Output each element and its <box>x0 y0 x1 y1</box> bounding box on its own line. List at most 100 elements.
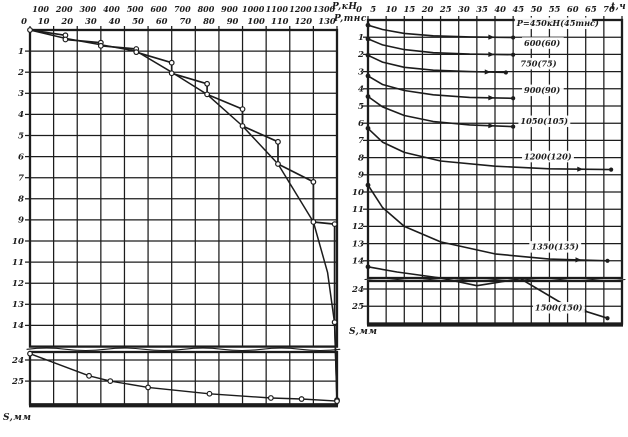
svg-text:70: 70 <box>179 16 191 26</box>
svg-text:55: 55 <box>549 4 561 14</box>
svg-text:9: 9 <box>358 171 364 181</box>
svg-text:80: 80 <box>203 16 215 26</box>
svg-text:130: 130 <box>318 16 336 26</box>
svg-text:100: 100 <box>247 16 265 26</box>
svg-text:1000: 1000 <box>242 4 265 14</box>
right-series-3 <box>365 52 508 75</box>
left-series-loading-envelope <box>29 29 338 401</box>
svg-text:14: 14 <box>352 257 364 267</box>
svg-text:13: 13 <box>12 300 24 310</box>
svg-text:4: 4 <box>18 110 24 120</box>
svg-text:65: 65 <box>585 4 597 14</box>
svg-text:8: 8 <box>18 195 24 205</box>
svg-text:1: 1 <box>358 33 364 43</box>
svg-text:12: 12 <box>352 222 364 232</box>
svg-text:60: 60 <box>567 4 579 14</box>
svg-text:5: 5 <box>18 131 24 141</box>
right-series-2 <box>365 36 516 57</box>
svg-text:0: 0 <box>356 4 362 14</box>
svg-text:11: 11 <box>12 258 24 268</box>
svg-text:3: 3 <box>358 67 364 77</box>
svg-text:70: 70 <box>603 4 615 14</box>
series-label: P=450кН(45тнс) <box>516 18 599 28</box>
right-axis-break-line <box>364 277 626 282</box>
svg-text:900: 900 <box>221 4 238 14</box>
svg-text:6: 6 <box>18 152 24 162</box>
svg-text:60: 60 <box>156 16 168 26</box>
left-x-axis-title-tns: P,тнс <box>334 14 367 24</box>
svg-text:14: 14 <box>12 321 24 331</box>
svg-text:8: 8 <box>358 153 364 163</box>
svg-text:100: 100 <box>32 4 49 14</box>
svg-text:90: 90 <box>227 16 239 26</box>
svg-text:300: 300 <box>79 4 96 14</box>
svg-text:9: 9 <box>18 216 24 226</box>
right-series-1 <box>365 22 516 40</box>
left-x-tick-labels: 100 200 300 400 500 600 700 800 900 1000 1100 1200 1… <box>21 4 336 26</box>
svg-text:13: 13 <box>352 239 364 249</box>
svg-text:45: 45 <box>512 4 524 14</box>
svg-text:110: 110 <box>271 16 289 26</box>
series-label: 900(90) <box>524 85 560 95</box>
svg-text:2: 2 <box>357 50 364 60</box>
left-series-unloading <box>27 350 340 405</box>
svg-text:800: 800 <box>198 4 215 14</box>
svg-text:35: 35 <box>476 4 488 14</box>
svg-text:24: 24 <box>351 285 364 295</box>
svg-text:10: 10 <box>12 237 24 247</box>
right-x-axis-title: t,ч <box>611 2 627 12</box>
svg-text:400: 400 <box>103 4 120 14</box>
right-series-6 <box>365 125 614 172</box>
svg-text:20: 20 <box>421 4 434 14</box>
left-x-axis-title-kn: P,кН <box>332 2 358 12</box>
left-grid <box>25 26 338 405</box>
svg-text:30: 30 <box>458 4 470 14</box>
svg-text:2: 2 <box>17 68 24 78</box>
svg-text:3: 3 <box>18 89 24 99</box>
series-label: 1050(105) <box>520 116 568 126</box>
right-series-labels: P=450кН(45тнс) 600(60) 750(75) 900(90) 1050(… <box>514 17 599 314</box>
svg-text:7: 7 <box>18 174 24 184</box>
right-x-tick-labels: 0 5 10 15 20 25 30 35 40 45 50 55 60 65 70 <box>356 4 615 14</box>
svg-text:30: 30 <box>85 16 97 26</box>
right-series-4 <box>365 73 516 101</box>
series-label: 600(60) <box>524 38 560 48</box>
svg-text:50: 50 <box>132 16 144 26</box>
svg-text:5: 5 <box>370 4 376 14</box>
right-frame <box>366 18 624 327</box>
svg-text:10: 10 <box>352 188 364 198</box>
svg-text:4: 4 <box>358 85 364 95</box>
svg-text:10: 10 <box>38 16 50 26</box>
svg-text:5: 5 <box>358 102 364 112</box>
svg-text:600: 600 <box>150 4 167 14</box>
left-axis-break-line <box>26 347 341 352</box>
svg-text:50: 50 <box>531 4 543 14</box>
right-series-5 <box>365 94 516 129</box>
svg-text:1200: 1200 <box>289 4 312 14</box>
svg-text:40: 40 <box>494 4 506 14</box>
svg-text:12: 12 <box>12 279 24 289</box>
svg-text:1100: 1100 <box>266 4 289 14</box>
series-label: 1350(135) <box>531 242 579 252</box>
svg-text:10: 10 <box>385 4 397 14</box>
svg-text:40: 40 <box>109 16 121 26</box>
svg-text:1: 1 <box>18 47 24 57</box>
svg-text:15: 15 <box>404 4 416 14</box>
svg-text:500: 500 <box>127 4 144 14</box>
svg-text:0: 0 <box>21 16 27 26</box>
series-label: 1500(150) <box>535 303 583 313</box>
series-label: 1200(120) <box>524 151 572 161</box>
left-y-axis-title: S,мм <box>3 413 32 423</box>
right-y-axis-title: S,мм <box>349 327 378 337</box>
svg-text:700: 700 <box>174 4 191 14</box>
svg-text:25: 25 <box>11 377 24 387</box>
svg-text:200: 200 <box>55 4 73 14</box>
series-label: 750(75) <box>520 58 556 68</box>
svg-text:20: 20 <box>60 16 73 26</box>
svg-text:1300: 1300 <box>313 4 336 14</box>
svg-text:6: 6 <box>358 119 364 129</box>
right-series-7 <box>365 182 610 263</box>
